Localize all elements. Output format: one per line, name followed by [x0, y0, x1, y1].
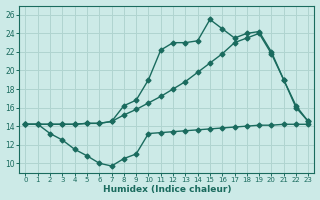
X-axis label: Humidex (Indice chaleur): Humidex (Indice chaleur) — [103, 185, 231, 194]
